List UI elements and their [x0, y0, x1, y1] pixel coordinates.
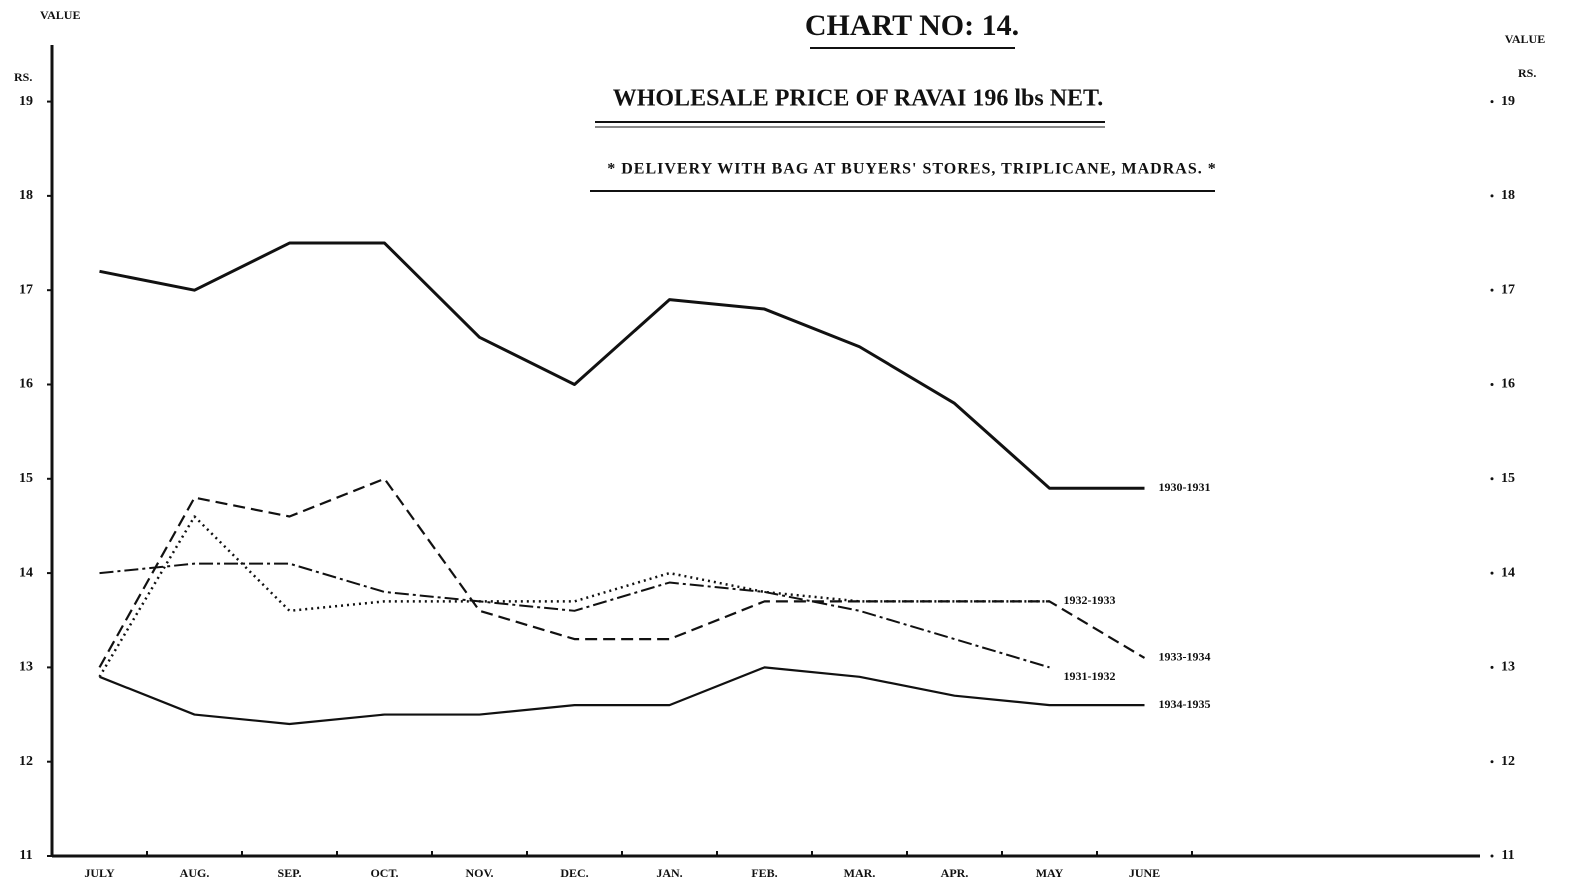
y2-tick	[1490, 760, 1494, 764]
series-line	[99, 562, 1050, 669]
y2-tick	[1490, 477, 1494, 481]
x-tick-label: JAN.	[656, 866, 682, 880]
y2-tick	[1490, 665, 1494, 669]
x-tick-label: AUG.	[180, 866, 210, 880]
series-label: 1934-1935	[1159, 697, 1211, 711]
y-tick-label: 13	[19, 660, 33, 675]
y2-tick-label: 12	[1501, 754, 1515, 769]
y-tick-label: 15	[19, 471, 33, 486]
y2-tick-label: 11	[1501, 848, 1514, 863]
x-tick-label: OCT.	[370, 866, 398, 880]
x-tick-label: APR.	[941, 866, 969, 880]
series-line	[98, 515, 1050, 678]
series-line	[99, 666, 1145, 726]
x-tick-label: NOV.	[465, 866, 493, 880]
y-axis-label: VALUE	[40, 8, 80, 22]
series-label: 1933-1934	[1159, 650, 1211, 664]
y2-tick-label: 18	[1501, 188, 1515, 203]
chart-title: CHART NO: 14.	[805, 9, 1019, 42]
y-tick-label: 11	[19, 848, 32, 863]
y2-tick-label: 17	[1501, 282, 1515, 297]
y2-tick	[1490, 382, 1494, 386]
series-label: 1932-1933	[1064, 593, 1116, 607]
note: * DELIVERY WITH BAG AT BUYERS' STORES, T…	[607, 161, 1217, 178]
y2-tick	[1490, 288, 1494, 292]
x-tick-label: JULY	[84, 866, 115, 880]
series-line	[99, 241, 1145, 490]
x-tick-label: DEC.	[560, 866, 588, 880]
y-tick-label: 18	[19, 188, 33, 203]
y2-tick-label: 16	[1501, 377, 1515, 392]
y-tick-label: 16	[19, 377, 33, 392]
series-label: 1931-1932	[1064, 669, 1116, 683]
series-line	[98, 477, 1146, 668]
y-tick-label: 17	[19, 282, 33, 297]
y2-tick	[1490, 100, 1494, 104]
x-tick-label: JUNE	[1129, 866, 1160, 880]
y-tick-label: 14	[19, 565, 33, 580]
y2-tick	[1490, 571, 1494, 575]
y2-tick	[1490, 194, 1494, 198]
y2-tick-label: 15	[1501, 471, 1515, 486]
x-tick-label: FEB.	[751, 866, 777, 880]
x-tick-label: MAR.	[844, 866, 876, 880]
x-tick-label: MAY	[1036, 866, 1064, 880]
y2-unit: RS.	[1518, 66, 1536, 80]
y-tick-label: 19	[19, 94, 33, 109]
y2-tick-label: 13	[1501, 660, 1515, 675]
y2-tick-label: 19	[1501, 94, 1515, 109]
y-unit: RS.	[14, 70, 32, 84]
y-tick-label: 12	[19, 754, 33, 769]
y2-axis-label: VALUE	[1505, 32, 1545, 46]
chart-subtitle: WHOLESALE PRICE OF RAVAI 196 lbs NET.	[613, 86, 1104, 112]
y2-tick	[1490, 854, 1494, 858]
y2-tick-label: 14	[1501, 565, 1515, 580]
x-tick-label: SEP.	[278, 866, 302, 880]
series-label: 1930-1931	[1159, 480, 1211, 494]
